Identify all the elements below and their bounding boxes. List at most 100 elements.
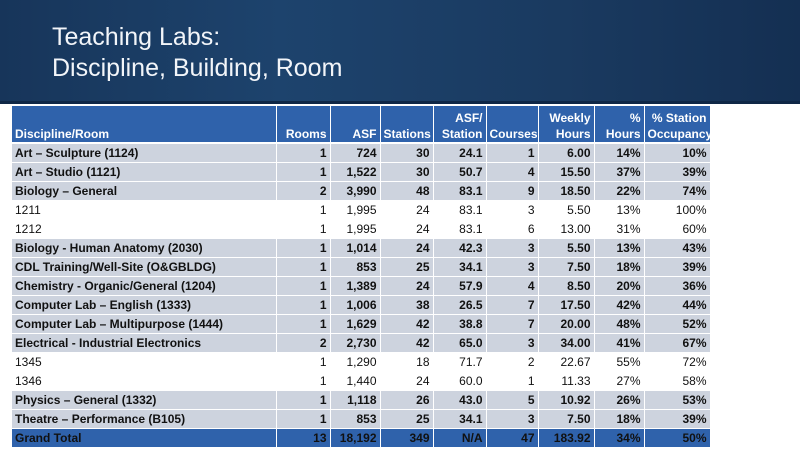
cell-total-label: Grand Total xyxy=(12,428,277,448)
cell-courses: 2 xyxy=(486,352,539,372)
cell-stations: 24 xyxy=(380,371,434,391)
table-header-row: Discipline/Room Rooms ASF Stations ASF/ … xyxy=(12,106,711,144)
table-row: 1345 1 1,290 18 71.7 2 22.67 55% 72% xyxy=(12,352,711,372)
cell-asf-station: 26.5 xyxy=(433,295,487,315)
slide-title-line-1: Teaching Labs: xyxy=(52,23,221,51)
cell-courses: 9 xyxy=(486,181,539,201)
cell-weekly-hours: 8.50 xyxy=(538,276,595,296)
teaching-labs-table: Discipline/Room Rooms ASF Stations ASF/ … xyxy=(12,106,711,448)
table-row: Biology - Human Anatomy (2030) 1 1,014 2… xyxy=(12,238,711,258)
cell-asf: 1,006 xyxy=(330,295,381,315)
cell-pct-hours: 18% xyxy=(594,257,645,277)
cell-asf: 1,290 xyxy=(330,352,381,372)
table-row: Computer Lab – Multipurpose (1444) 1 1,6… xyxy=(12,314,711,334)
cell-pct-hours: 13% xyxy=(594,200,645,220)
cell-stations: 42 xyxy=(380,314,434,334)
cell-rooms: 1 xyxy=(276,371,331,391)
cell-weekly-hours: 11.33 xyxy=(538,371,595,391)
cell-rooms: 2 xyxy=(276,333,331,353)
cell-pct-hours: 55% xyxy=(594,352,645,372)
header-weekly-hours-bottom: Hours xyxy=(555,127,591,141)
cell-courses: 3 xyxy=(486,257,539,277)
cell-rooms: 1 xyxy=(276,238,331,258)
cell-courses: 4 xyxy=(486,276,539,296)
header-pct-hours-top: % xyxy=(629,111,641,125)
cell-discipline: Art – Sculpture (1124) xyxy=(12,143,277,163)
cell-rooms: 1 xyxy=(276,143,331,163)
cell-weekly-hours: 34.00 xyxy=(538,333,595,353)
cell-stations: 24 xyxy=(380,219,434,239)
cell-rooms: 1 xyxy=(276,200,331,220)
cell-discipline: Computer Lab – Multipurpose (1444) xyxy=(12,314,277,334)
cell-weekly-hours: 17.50 xyxy=(538,295,595,315)
cell-courses: 3 xyxy=(486,238,539,258)
cell-pct-occupancy: 39% xyxy=(644,162,711,182)
grand-total-row: Grand Total 13 18,192 349 N/A 47 183.92 … xyxy=(12,428,711,448)
cell-asf-station: 42.3 xyxy=(433,238,487,258)
cell-stations: 30 xyxy=(380,162,434,182)
slide-title-line-2: Discipline, Building, Room xyxy=(52,54,343,82)
table-row: Physics – General (1332) 1 1,118 26 43.0… xyxy=(12,390,711,410)
cell-asf: 1,389 xyxy=(330,276,381,296)
cell-weekly-hours: 7.50 xyxy=(538,257,595,277)
cell-pct-occupancy: 10% xyxy=(644,143,711,163)
cell-pct-hours: 48% xyxy=(594,314,645,334)
slide-title: Teaching Labs: Discipline, Building, Roo… xyxy=(52,22,342,84)
header-asf-station-bottom: Station xyxy=(441,127,483,141)
cell-total-pct-occupancy: 50% xyxy=(644,428,711,448)
cell-stations: 26 xyxy=(380,390,434,410)
cell-pct-hours: 37% xyxy=(594,162,645,182)
cell-rooms: 1 xyxy=(276,219,331,239)
cell-asf: 1,014 xyxy=(330,238,381,258)
cell-weekly-hours: 20.00 xyxy=(538,314,595,334)
cell-asf: 1,995 xyxy=(330,219,381,239)
cell-discipline: CDL Training/Well-Site (O&GBLDG) xyxy=(12,257,277,277)
cell-pct-occupancy: 36% xyxy=(644,276,711,296)
cell-asf: 724 xyxy=(330,143,381,163)
table-row: CDL Training/Well-Site (O&GBLDG) 1 853 2… xyxy=(12,257,711,277)
table-row: Chemistry - Organic/General (1204) 1 1,3… xyxy=(12,276,711,296)
cell-discipline: Biology - Human Anatomy (2030) xyxy=(12,238,277,258)
cell-asf: 1,522 xyxy=(330,162,381,182)
cell-stations: 25 xyxy=(380,409,434,429)
cell-total-asf: 18,192 xyxy=(330,428,381,448)
cell-asf-station: 83.1 xyxy=(433,200,487,220)
header-discipline: Discipline/Room xyxy=(12,106,277,144)
cell-discipline: Chemistry - Organic/General (1204) xyxy=(12,276,277,296)
header-stations: Stations xyxy=(380,106,434,144)
cell-pct-occupancy: 58% xyxy=(644,371,711,391)
cell-total-pct-hours: 34% xyxy=(594,428,645,448)
cell-stations: 24 xyxy=(380,200,434,220)
table-row: Biology – General 2 3,990 48 83.1 9 18.5… xyxy=(12,181,711,201)
cell-weekly-hours: 13.00 xyxy=(538,219,595,239)
cell-pct-occupancy: 52% xyxy=(644,314,711,334)
cell-asf: 853 xyxy=(330,257,381,277)
cell-asf: 1,995 xyxy=(330,200,381,220)
cell-asf-station: 65.0 xyxy=(433,333,487,353)
cell-asf-station: 57.9 xyxy=(433,276,487,296)
cell-pct-hours: 42% xyxy=(594,295,645,315)
cell-pct-occupancy: 60% xyxy=(644,219,711,239)
cell-courses: 4 xyxy=(486,162,539,182)
cell-asf-station: 60.0 xyxy=(433,371,487,391)
cell-pct-hours: 22% xyxy=(594,181,645,201)
cell-discipline: Physics – General (1332) xyxy=(12,390,277,410)
cell-courses: 7 xyxy=(486,314,539,334)
cell-weekly-hours: 5.50 xyxy=(538,200,595,220)
header-asf-station-top: ASF/ xyxy=(455,111,483,125)
cell-pct-hours: 13% xyxy=(594,238,645,258)
cell-asf: 1,440 xyxy=(330,371,381,391)
table-row: 1346 1 1,440 24 60.0 1 11.33 27% 58% xyxy=(12,371,711,391)
cell-rooms: 1 xyxy=(276,352,331,372)
header-weekly-hours-top: Weekly xyxy=(549,111,591,125)
cell-pct-occupancy: 43% xyxy=(644,238,711,258)
header-pct-station-top: % Station xyxy=(651,111,707,125)
table-row: 1211 1 1,995 24 83.1 3 5.50 13% 100% xyxy=(12,200,711,220)
cell-total-courses: 47 xyxy=(486,428,539,448)
cell-courses: 1 xyxy=(486,371,539,391)
cell-asf: 1,118 xyxy=(330,390,381,410)
header-weekly-hours: Weekly Hours xyxy=(538,106,595,144)
cell-weekly-hours: 6.00 xyxy=(538,143,595,163)
cell-rooms: 1 xyxy=(276,314,331,334)
cell-stations: 18 xyxy=(380,352,434,372)
